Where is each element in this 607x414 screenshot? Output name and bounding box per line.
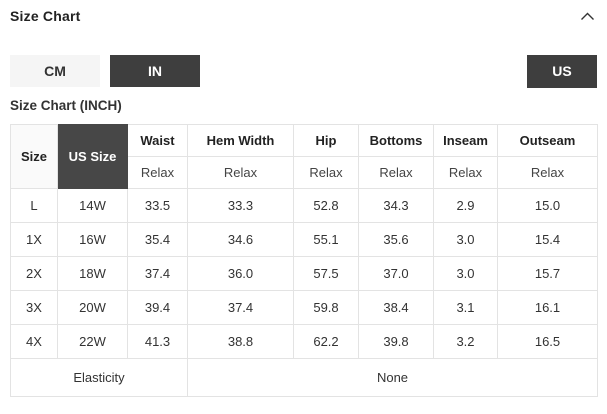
collapse-section-button[interactable] xyxy=(578,10,597,23)
fit-cell-outseam: Relax xyxy=(497,156,598,189)
cell-hem-width: 37.4 xyxy=(187,290,294,325)
page-title: Size Chart xyxy=(10,8,81,24)
cell-size: 3X xyxy=(10,290,58,325)
table-row: L 14W 33.5 33.3 52.8 34.3 2.9 15.0 xyxy=(10,188,598,223)
fit-cell-hip: Relax xyxy=(293,156,359,189)
chevron-up-icon xyxy=(580,9,595,24)
cell-us-size: 14W xyxy=(57,188,128,223)
region-toggle-us-button[interactable]: US xyxy=(527,54,597,88)
cell-inseam: 2.9 xyxy=(433,188,498,223)
cell-us-size: 22W xyxy=(57,324,128,359)
table-row: 4X 22W 41.3 38.8 62.2 39.8 3.2 16.5 xyxy=(10,324,598,359)
cell-hem-width: 38.8 xyxy=(187,324,294,359)
cell-bottoms: 35.6 xyxy=(358,222,434,257)
fit-cell-waist: Relax xyxy=(127,156,188,189)
table-row: 3X 20W 39.4 37.4 59.8 38.4 3.1 16.1 xyxy=(10,290,598,325)
cell-waist: 41.3 xyxy=(127,324,188,359)
cell-hip: 57.5 xyxy=(293,256,359,291)
cell-inseam: 3.1 xyxy=(433,290,498,325)
cell-waist: 39.4 xyxy=(127,290,188,325)
table-row: 2X 18W 37.4 36.0 57.5 37.0 3.0 15.7 xyxy=(10,256,598,291)
table-header-row: Size US Size Waist Hem Width Hip Bottoms… xyxy=(10,124,598,189)
cell-us-size: 18W xyxy=(57,256,128,291)
unit-toggle-in-button[interactable]: IN xyxy=(110,55,200,87)
cell-hem-width: 34.6 xyxy=(187,222,294,257)
cell-size: 1X xyxy=(10,222,58,257)
column-header-inseam: Inseam xyxy=(433,124,498,157)
size-chart-table: Size US Size Waist Hem Width Hip Bottoms… xyxy=(10,124,598,397)
cell-bottoms: 39.8 xyxy=(358,324,434,359)
cell-size: L xyxy=(10,188,58,223)
cell-waist: 37.4 xyxy=(127,256,188,291)
fit-cell-bottoms: Relax xyxy=(358,156,434,189)
elasticity-value-cell: None xyxy=(187,358,598,397)
cell-bottoms: 34.3 xyxy=(358,188,434,223)
unit-toggle-cm-button[interactable]: CM xyxy=(10,55,100,87)
cell-outseam: 15.4 xyxy=(497,222,598,257)
cell-hip: 52.8 xyxy=(293,188,359,223)
column-header-size: Size xyxy=(10,124,58,189)
cell-waist: 35.4 xyxy=(127,222,188,257)
cell-bottoms: 38.4 xyxy=(358,290,434,325)
cell-inseam: 3.2 xyxy=(433,324,498,359)
cell-bottoms: 37.0 xyxy=(358,256,434,291)
cell-outseam: 15.7 xyxy=(497,256,598,291)
table-subtitle: Size Chart (INCH) xyxy=(10,98,122,113)
table-row: 1X 16W 35.4 34.6 55.1 35.6 3.0 15.4 xyxy=(10,222,598,257)
table-elasticity-row: Elasticity None xyxy=(10,358,598,397)
cell-us-size: 20W xyxy=(57,290,128,325)
fit-cell-hem-width: Relax xyxy=(187,156,294,189)
cell-hip: 62.2 xyxy=(293,324,359,359)
column-header-waist: Waist xyxy=(127,124,188,157)
cell-waist: 33.5 xyxy=(127,188,188,223)
cell-outseam: 15.0 xyxy=(497,188,598,223)
column-header-bottoms: Bottoms xyxy=(358,124,434,157)
unit-region-controls: CM IN US xyxy=(10,54,597,88)
cell-size: 4X xyxy=(10,324,58,359)
column-header-hem-width: Hem Width xyxy=(187,124,294,157)
cell-hem-width: 36.0 xyxy=(187,256,294,291)
size-chart-header-bar: Size Chart xyxy=(0,0,607,24)
cell-inseam: 3.0 xyxy=(433,222,498,257)
column-header-outseam: Outseam xyxy=(497,124,598,157)
cell-hip: 59.8 xyxy=(293,290,359,325)
cell-hem-width: 33.3 xyxy=(187,188,294,223)
column-header-hip: Hip xyxy=(293,124,359,157)
column-header-us-size: US Size xyxy=(57,124,128,189)
table-fit-row: Relax Relax Relax Relax Relax Relax xyxy=(11,156,598,189)
cell-inseam: 3.0 xyxy=(433,256,498,291)
cell-outseam: 16.1 xyxy=(497,290,598,325)
cell-hip: 55.1 xyxy=(293,222,359,257)
elasticity-label-cell: Elasticity xyxy=(10,358,188,397)
cell-size: 2X xyxy=(10,256,58,291)
cell-us-size: 16W xyxy=(57,222,128,257)
cell-outseam: 16.5 xyxy=(497,324,598,359)
fit-cell-inseam: Relax xyxy=(433,156,498,189)
